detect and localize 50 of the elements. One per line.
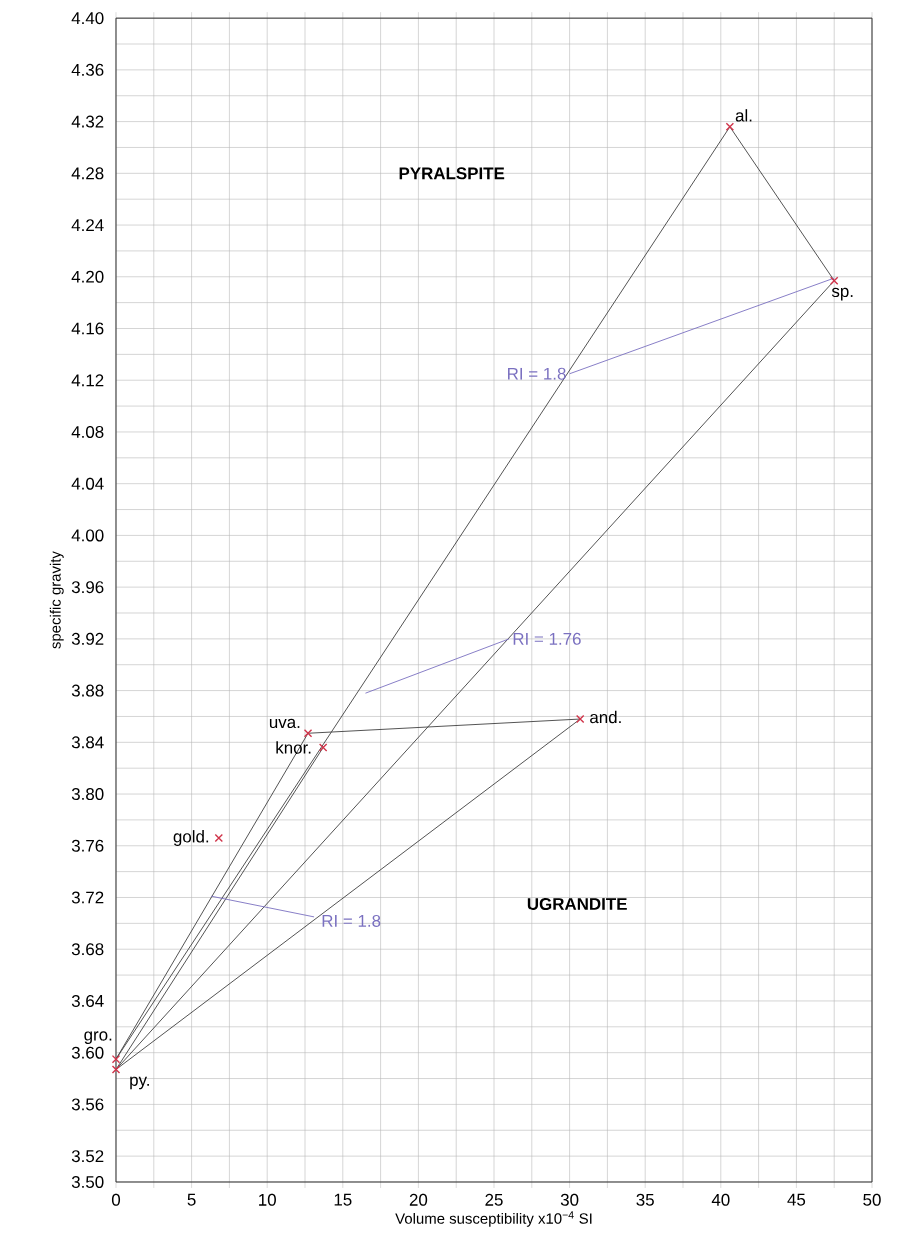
y-tick-label: 3.72 xyxy=(71,891,104,904)
x-tick-label: 5 xyxy=(187,1193,196,1206)
y-tick-label: 3.60 xyxy=(71,1046,104,1059)
x-tick-label: 10 xyxy=(259,1193,276,1206)
x-tick-label: 40 xyxy=(711,1193,730,1206)
annotation: uva. xyxy=(269,718,300,729)
x-tick-label: 25 xyxy=(485,1193,503,1206)
y-tick-label: 4.08 xyxy=(71,425,104,438)
annotation: gro. xyxy=(84,1031,112,1044)
y-tick-label: 4.24 xyxy=(71,219,104,231)
annotation: sp. xyxy=(831,287,853,301)
annotation: RI = 1.76 xyxy=(513,632,581,645)
y-tick-label: 3.52 xyxy=(71,1150,104,1163)
y-tick-label: 3.68 xyxy=(71,943,104,956)
y-tick-label: 4.36 xyxy=(71,63,104,76)
x-tick-label: 30 xyxy=(560,1193,579,1206)
annotation: RI = 1.8 xyxy=(508,367,566,380)
annotation: al. xyxy=(735,109,752,122)
y-tick-label: 3.64 xyxy=(71,994,104,1007)
y-tick-label: 3.88 xyxy=(71,684,104,697)
x-tick-label: 0 xyxy=(111,1193,121,1206)
annotation: knor. xyxy=(276,741,311,754)
annotation: RI = 1.8 xyxy=(322,914,381,927)
y-tick-label: 3.84 xyxy=(71,736,104,749)
y-tick-label: 4.12 xyxy=(71,374,104,387)
y-tick-label: 4.40 xyxy=(71,12,104,25)
y-tick-label: 3.96 xyxy=(71,581,104,594)
x-axis-title: Volume susceptibility x10$^{−4}$ SI xyxy=(395,1211,592,1227)
y-tick-label: 4.04 xyxy=(71,477,104,490)
y-tick-label: 4.20 xyxy=(71,270,104,283)
x-tick-label: 15 xyxy=(334,1193,352,1206)
y-tick-label: 3.80 xyxy=(71,788,104,801)
annotation: py. xyxy=(130,1076,149,1090)
annotation: PYRALSPITE xyxy=(399,167,505,180)
y-tick-label: 4.00 xyxy=(71,529,104,542)
x-tick-label: 20 xyxy=(409,1193,428,1206)
y-axis-title: specific gravity xyxy=(49,551,64,649)
y-tick-label: 3.56 xyxy=(71,1098,104,1111)
x-tick-label: 35 xyxy=(636,1193,654,1206)
y-tick-label: 3.50 xyxy=(71,1175,104,1188)
x-tick-label: 50 xyxy=(863,1193,881,1206)
y-tick-label: 4.16 xyxy=(71,322,104,335)
y-tick-label: 4.32 xyxy=(71,115,104,128)
annotation: UGRANDITE xyxy=(527,897,627,910)
y-tick-label: 3.92 xyxy=(71,632,104,645)
annotation: gold. xyxy=(173,830,209,846)
y-tick-label: 4.28 xyxy=(71,167,104,180)
y-tick-label: 3.76 xyxy=(71,839,104,852)
x-tick-label: 45 xyxy=(787,1193,806,1206)
annotation: and. xyxy=(590,710,621,724)
